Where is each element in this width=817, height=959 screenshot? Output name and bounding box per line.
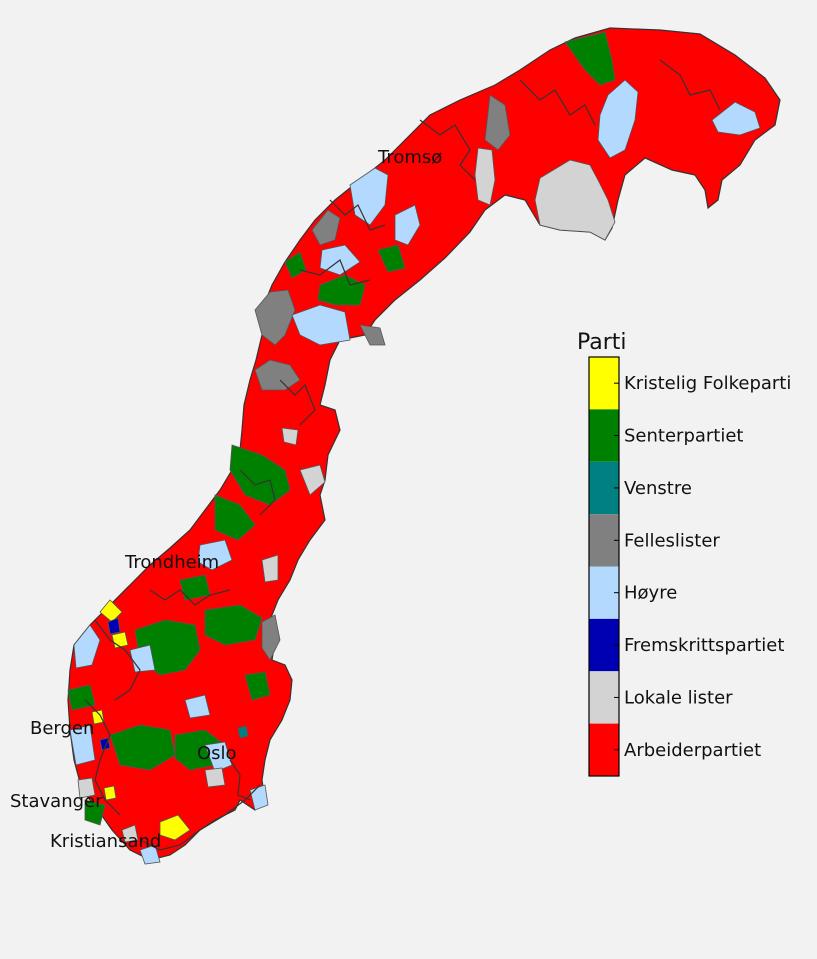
region-senter-north-trond <box>180 575 210 600</box>
legend: Parti Kristelig Folkeparti Senterpartiet V… <box>577 330 791 776</box>
city-label-kristiansand: Kristiansand <box>50 831 161 852</box>
legend-label-hoyre: Høyre <box>624 583 677 604</box>
city-label-bergen: Bergen <box>30 718 94 739</box>
legend-label-venstre: Venstre <box>624 478 692 499</box>
city-label-trondheim: Trondheim <box>124 552 219 573</box>
legend-label-fremskrittspartiet: Fremskrittspartiet <box>624 635 784 656</box>
region-lokale-oslo <box>205 768 225 787</box>
city-label-stavanger: Stavanger <box>10 791 103 812</box>
city-label-oslo: Oslo <box>197 743 237 764</box>
region-krf-sunnmore <box>112 632 128 648</box>
region-venstre-east <box>238 726 248 738</box>
legend-title: Parti <box>577 330 627 355</box>
legend-label-senterpartiet: Senterpartiet <box>624 426 744 447</box>
region-krf-stavanger <box>104 786 116 800</box>
legend-label-felleslister: Felleslister <box>624 530 720 551</box>
region-lokale-mid <box>262 555 278 582</box>
region-lokale-troms <box>475 148 495 205</box>
legend-label-kristelig-folkeparti: Kristelig Folkeparti <box>624 373 791 394</box>
legend-label-lokale-lister: Lokale lister <box>624 687 733 708</box>
legend-label-arbeiderpartiet: Arbeiderpartiet <box>624 740 761 761</box>
city-label-tromso: Tromsø <box>377 147 442 168</box>
region-lokale-trondelag2 <box>282 428 298 445</box>
